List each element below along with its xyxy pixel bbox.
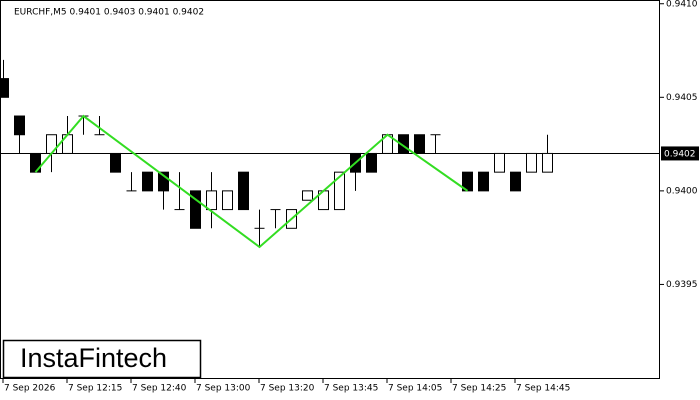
candle-body [510,171,521,192]
x-tick-label: 7 Sep 12:40 [132,384,187,394]
candle-body [302,190,313,201]
candle-body [14,115,25,136]
x-tick-label: 7 Sep 2026 [4,384,56,394]
candle-body [190,190,201,229]
x-tick-label: 7 Sep 12:15 [68,384,122,394]
y-tick-label: 0.9400 [666,186,698,196]
x-tick-label: 7 Sep 13:00 [196,384,251,394]
last-price-label: 0.9402 [664,149,696,159]
candle-body [158,171,169,192]
y-tick-label: 0.9395 [666,280,698,290]
candle-body [238,171,249,211]
pattern-line [34,114,469,249]
candle-body [334,171,345,211]
y-tick-label: 0.9410 [666,0,698,9]
candle-body [398,134,409,154]
x-tick-label: 7 Sep 13:45 [324,384,378,394]
logo-box [2,339,202,379]
logo: InstaFintech [20,343,167,373]
candle-body [542,152,553,173]
plot-frame [0,0,660,379]
candle-body [0,78,9,98]
candle-body [142,171,153,192]
y-tick-label: 0.9405 [666,93,698,103]
candle-body [414,134,425,154]
candle-body [206,190,217,211]
candle-body [478,171,489,192]
candle-body [494,152,505,173]
x-tick-label: 7 Sep 13:20 [260,384,315,394]
candle-body [222,190,233,211]
x-tick-label: 7 Sep 14:45 [516,384,570,394]
candle-body [110,152,121,173]
x-tick-label: 7 Sep 14:05 [388,384,442,394]
candle-body [366,152,377,173]
x-tick-label: 7 Sep 14:25 [452,384,506,394]
symbol-info: EURCHF,M5 0.9401 0.9403 0.9401 0.9402 [14,8,204,18]
candle-body [526,152,537,173]
last-price-box [661,146,699,161]
